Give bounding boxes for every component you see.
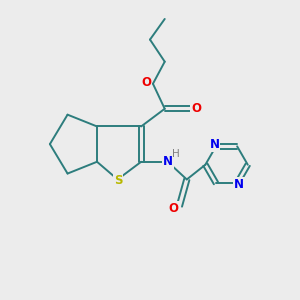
Text: N: N bbox=[163, 155, 173, 168]
Text: N: N bbox=[234, 178, 244, 191]
Text: O: O bbox=[169, 202, 178, 215]
Text: O: O bbox=[191, 102, 201, 115]
Text: H: H bbox=[172, 149, 180, 159]
Text: S: S bbox=[114, 174, 122, 188]
Text: N: N bbox=[209, 138, 220, 152]
Text: O: O bbox=[142, 76, 152, 89]
